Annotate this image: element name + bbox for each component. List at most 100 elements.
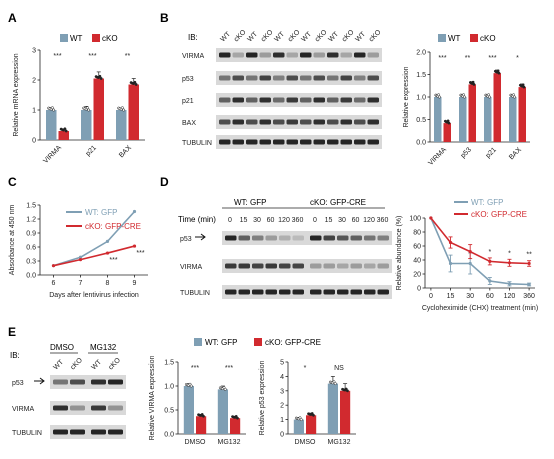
chart-a-dot [120,106,124,110]
chart-d-point [429,216,433,220]
chart-d-x-label: Cycloheximide (CHX) treatment (min) [422,305,538,312]
blot-e-lane-label: WT [52,358,65,371]
chart-c-x-tick-label: 7 [79,280,83,287]
blot-d-band [310,235,322,241]
chart-e2-category-label: DMSO [295,439,317,446]
blot-e-membrane [50,401,126,415]
blot-b-band [286,52,298,58]
blot-b-band [286,119,298,125]
chart-a-bar-wt [81,110,92,140]
blot-d-time-label: 360 [292,217,304,224]
chart-e2-bar-cko [306,415,317,434]
chart-b-bar-cko [443,123,451,142]
chart-a-bar-cko [93,78,104,140]
blot-d-band [364,235,376,241]
chart-c-y-tick-label: 1.5 [26,203,36,210]
blot-b-band [354,139,366,145]
blot-e-band [53,379,68,385]
legend-e-cko-swatch [254,338,262,346]
chart-a-category-label: BAX [118,144,133,159]
blot-d-band [238,289,250,295]
blot-d-band [292,263,304,269]
chart-e2-y-tick-label: 4 [280,374,284,381]
blot-b-lane-label: WT [246,30,259,43]
blot-d-band [377,263,389,269]
blot-d-time-label: 30 [253,217,261,224]
chart-e2-y-tick-label: 0 [280,432,284,439]
blot-b-band [354,75,366,81]
blot-d-time-label: 120 [278,217,290,224]
chart-b-category-label: VIRMA [427,146,448,167]
chart-a-bar-cko [58,131,69,140]
chart-d-y-tick-label: 40 [413,258,421,265]
blot-b-band [232,75,244,81]
chart-b-bar-wt [509,97,517,142]
blot-b-band [286,75,298,81]
blot-b-band [232,97,244,103]
blot-b-row-label: p21 [182,98,194,105]
blot-b-band [259,52,271,58]
chart-c-x-tick-label: 6 [52,280,56,287]
blot-b-band [219,52,231,58]
blot-b-band [327,75,339,81]
chart-e2-y-tick-label: 5 [280,360,284,367]
chart-b-significance: * [516,55,519,62]
blot-e-band [70,405,85,411]
blot-d-band [225,289,237,295]
blot-d-band [279,263,291,269]
blot-d-band [350,235,362,241]
blot-b-lane-label: WT [219,30,232,43]
chart-b-significance: ** [465,55,471,62]
chart-b-y-tick-label: 1.5 [416,72,426,79]
blot-b-band [232,139,244,145]
chart-d-significance: * [508,250,511,257]
legend-d-wt-label: WT: GFP [471,198,503,207]
chart-e2-category-label: MG132 [328,439,351,446]
blot-b-band [286,97,298,103]
chart-d-line-wt [430,217,530,286]
blot-d-band [252,289,264,295]
chart-d-y-label: Relative abundance (%) [396,216,403,291]
chart-d-point [527,282,531,287]
blot-d-band [225,235,237,241]
blot-d-band [377,235,389,241]
chart-a-y-tick-label: 2 [32,78,36,85]
legend-d-cko-label: cKO: GFP-CRE [471,210,527,219]
panel-label-a: A [8,11,17,25]
blot-d-band [292,235,304,241]
blot-d-band [364,263,376,269]
blot-b-band [340,97,352,103]
chart-e1-bar-cko [230,418,241,434]
chart-e1-significance: *** [225,365,233,372]
chart-d-x-tick-label: 360 [523,293,535,300]
blot-e-lane-label: cKO [69,356,84,371]
chart-a-dot [134,83,138,86]
chart-c-point [78,255,83,259]
blot-e-band [108,379,123,385]
blot-b-band [300,52,312,58]
chart-a-y-tick-label: 1 [32,108,36,115]
chart-a-dot [85,106,89,110]
chart-c-line-cko [53,245,135,267]
legend-c-wt-label: WT: GFP [85,208,117,217]
legend-a-cko-swatch [92,34,100,42]
chart-b-dot [513,95,516,99]
chart-e1-bar-cko [196,416,207,434]
blot-d-band [337,235,349,241]
blot-b-band [340,139,352,145]
chart-e2-bar-wt [327,383,338,434]
chart-e2-y-label: Relative p53 expression [259,361,266,436]
chart-c-point [51,264,56,268]
chart-b-significance: *** [488,55,496,62]
chart-a-dot [98,74,102,78]
blot-e-band [53,405,68,411]
chart-c-point [132,244,137,248]
chart-c-y-tick-label: 0.9 [26,231,36,238]
blot-b-row-label: VIRMA [182,53,205,60]
legend-a: WT cKO [60,34,118,43]
legend-b-cko-label: cKO [480,34,496,43]
blot-d-band [265,289,277,295]
blot-b-band [246,75,258,81]
